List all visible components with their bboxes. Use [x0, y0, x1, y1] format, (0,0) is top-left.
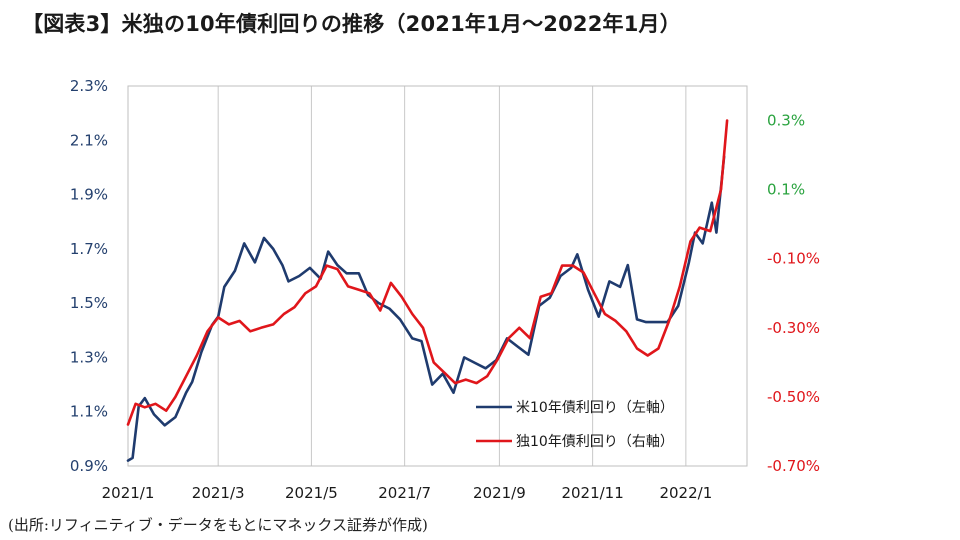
plot-frame [127, 85, 748, 467]
tick-layer: 2021/1 2021/3 2021/5 2021/7 2021/9 2021/11 202… [70, 77, 820, 502]
x-tick-label: 2021/3 [192, 484, 245, 502]
y-right-tick-label: -0.70% [767, 457, 820, 475]
x-tick-label: 2022/1 [659, 484, 712, 502]
x-tick-label: 2021/7 [378, 484, 431, 502]
x-tick-label: 2021/11 [561, 484, 623, 502]
y-left-tick-label: 2.3% [70, 77, 108, 95]
y-right-tick-label: -0.10% [767, 250, 820, 268]
y-left-tick-label: 1.7% [70, 240, 108, 258]
legend-label: 独10年債利回り（右軸） [516, 434, 674, 450]
y-left-tick-label: 0.9% [70, 457, 108, 475]
series-line-de10y [126, 119, 729, 426]
x-tick-label: 2021/5 [285, 484, 338, 502]
y-right-tick-label: 0.3% [767, 112, 805, 130]
y-right-tick-label: -0.50% [767, 388, 820, 406]
y-left-tick-label: 1.1% [70, 403, 108, 421]
y-right-tick-label: -0.30% [767, 319, 820, 337]
x-tick-label: 2021/9 [473, 484, 526, 502]
source-note: (出所:リフィニティブ・データをもとにマネックス証券が作成) [8, 516, 428, 534]
y-left-tick-label: 2.1% [70, 131, 108, 149]
legend: 米10年債利回り（左軸） 独10年債利回り（右軸） [476, 400, 674, 450]
series-layer [126, 119, 729, 462]
y-left-tick-label: 1.9% [70, 186, 108, 204]
legend-label: 米10年債利回り（左軸） [516, 400, 674, 416]
y-left-tick-label: 1.5% [70, 294, 108, 312]
x-tick-label: 2021/1 [102, 484, 155, 502]
y-left-tick-label: 1.3% [70, 348, 108, 366]
y-right-tick-label: 0.1% [767, 181, 805, 199]
chart-title: 【図表3】米独の10年債利回りの推移（2021年1月～2022年1月） [22, 12, 681, 36]
